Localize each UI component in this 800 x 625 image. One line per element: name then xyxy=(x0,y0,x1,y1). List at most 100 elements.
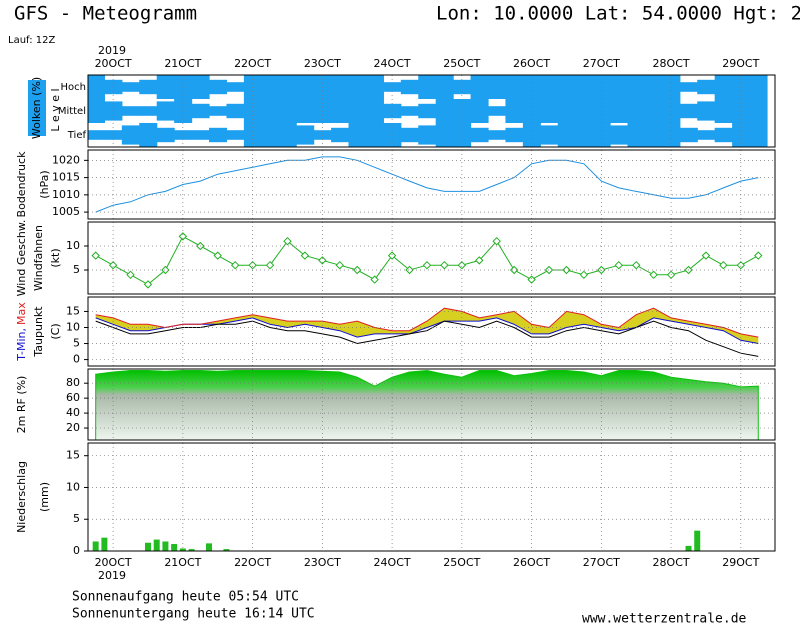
marker xyxy=(544,265,554,275)
cloud-cell xyxy=(749,99,768,123)
cloud-cell xyxy=(487,130,507,140)
sunrise: Sonnenaufgang heute 05:54 UTC xyxy=(72,590,299,605)
y-tick-label: 1020 xyxy=(52,153,80,166)
marker xyxy=(248,260,257,270)
y-tick-label: 5 xyxy=(73,337,80,350)
panel-frame xyxy=(87,74,776,148)
panel-frame xyxy=(87,442,776,552)
marker xyxy=(736,260,746,270)
run: Lauf: 12Z xyxy=(8,35,55,46)
y-tick-label: 20 xyxy=(66,421,80,434)
cloud-cell xyxy=(278,99,297,123)
x-tick-label: 27OCT xyxy=(583,57,620,70)
marker xyxy=(300,251,310,260)
y-tick-label: 5 xyxy=(73,263,80,276)
panel xyxy=(84,368,776,441)
cloud-cell xyxy=(156,75,175,99)
level-label: Mittel xyxy=(58,106,86,117)
cloud-cell xyxy=(575,75,594,99)
cloud-cell xyxy=(575,123,594,147)
marker xyxy=(701,251,711,260)
cloud-cell xyxy=(400,79,419,95)
band-area xyxy=(95,308,759,344)
cloud-cell xyxy=(139,106,158,116)
cloud-cell xyxy=(331,75,350,99)
marker xyxy=(387,251,397,260)
marker xyxy=(126,270,135,280)
marker xyxy=(143,280,153,289)
line xyxy=(95,156,759,213)
bar xyxy=(153,539,160,551)
bar xyxy=(223,549,230,551)
panel-label: Taupunkt xyxy=(32,306,45,358)
cloud-cell xyxy=(296,125,315,145)
location: Lon: 10.0000 Lat: 54.0000 Hgt: 2 xyxy=(436,3,800,25)
marker xyxy=(422,260,432,270)
cloud-cell xyxy=(418,103,437,119)
bar xyxy=(171,544,178,551)
bar xyxy=(206,543,213,551)
area xyxy=(95,369,759,440)
cloud-cell xyxy=(156,101,175,121)
x-tick-label: 24OCT xyxy=(374,556,411,569)
panel-frame xyxy=(87,149,776,220)
bar xyxy=(188,549,195,551)
cloud-cell xyxy=(610,125,629,145)
y-tick-label: 10 xyxy=(66,239,80,252)
cloud-cell xyxy=(505,99,524,123)
axis-label: L e v e l xyxy=(49,88,62,131)
marker xyxy=(405,265,414,275)
y-tick-label: 80 xyxy=(66,376,80,389)
legend-label: T-Min, Max xyxy=(15,302,28,362)
panel-label: 2m RF (%) xyxy=(15,376,28,434)
cloud-cell xyxy=(487,106,507,116)
y-tick-label: 15 xyxy=(66,304,80,317)
cloud-cell xyxy=(261,75,280,99)
marker xyxy=(562,265,571,275)
cloud-cell xyxy=(191,103,210,119)
panel-body xyxy=(92,530,701,551)
cloud-cell xyxy=(714,99,733,123)
y-tick-label: 10 xyxy=(66,480,80,493)
cloud-cell xyxy=(278,123,297,147)
marker xyxy=(719,260,728,270)
cloud-cell xyxy=(209,106,228,116)
cloud-cell xyxy=(278,75,297,99)
cloud-cell xyxy=(139,123,158,147)
cloud-cell xyxy=(365,123,384,147)
panel-label: Niederschlag xyxy=(15,461,28,533)
marker xyxy=(527,275,536,284)
cloud-cell xyxy=(348,75,367,99)
marker xyxy=(230,260,240,270)
x-tick-label: 28OCT xyxy=(653,556,690,569)
panel-label: Windfahnen xyxy=(32,225,45,291)
cloud-cell xyxy=(365,75,384,99)
panel-label: (mm) xyxy=(38,482,51,512)
cloud-cell xyxy=(697,101,716,121)
cloud-cell xyxy=(505,127,524,143)
y-tick-label: 5 xyxy=(73,512,80,525)
panel-frame xyxy=(87,368,776,441)
panel-label: (hPa) xyxy=(38,170,51,198)
marker xyxy=(283,236,292,246)
cloud-cell xyxy=(627,99,646,123)
x-tick-label: 29OCT xyxy=(722,57,759,70)
title: GFS - Meteogramm xyxy=(14,3,197,25)
cloud-cell xyxy=(121,125,140,145)
legend-entry: T-Min, xyxy=(15,328,28,362)
cloud-cell xyxy=(470,127,489,143)
cloud-cell xyxy=(540,125,559,145)
cloud-cell xyxy=(575,99,594,123)
cloud-cell xyxy=(679,127,698,143)
marker xyxy=(631,260,641,270)
cloud-cell xyxy=(121,106,140,116)
x-tick-label: 22OCT xyxy=(234,57,271,70)
x-tick-label: 25OCT xyxy=(443,556,480,569)
x-tick-label: 24OCT xyxy=(374,57,411,70)
cloud-cell xyxy=(540,99,559,123)
x-tick-label: 21OCT xyxy=(164,556,201,569)
x-tick-label: 20OCT xyxy=(95,57,132,70)
cloud-cell xyxy=(749,75,768,99)
panel-body xyxy=(95,369,759,440)
cloud-cell xyxy=(418,75,437,99)
